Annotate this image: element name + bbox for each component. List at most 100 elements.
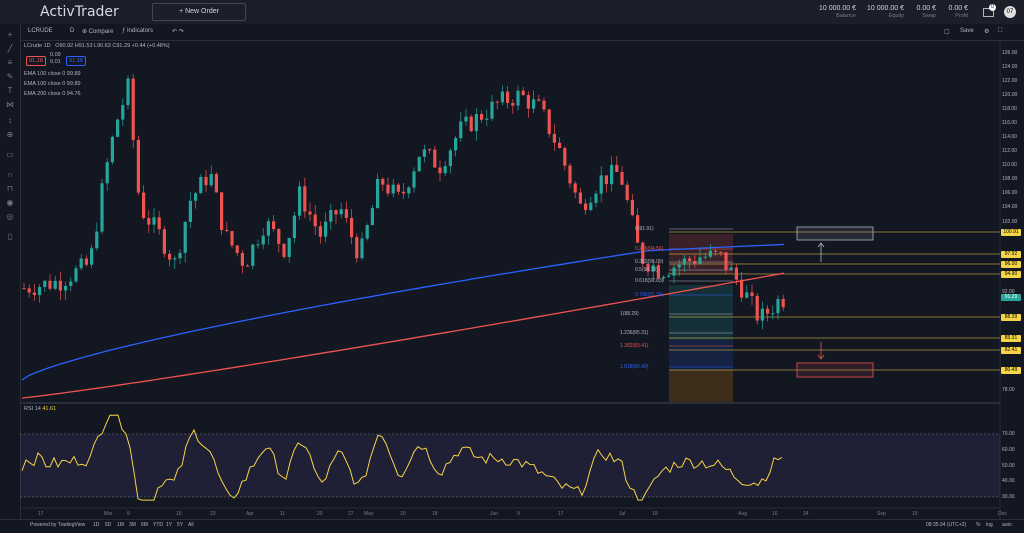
fib-label: 0.236(94.56): [635, 246, 664, 252]
candle-body: [162, 229, 166, 254]
arrow-up-head: [817, 242, 825, 248]
x-tick-label: 20: [317, 511, 323, 517]
interval-select[interactable]: D: [70, 28, 75, 34]
rsi-tick-label: 50.00: [1002, 463, 1015, 469]
fib-label: 0.618(92.83): [635, 278, 664, 284]
rsi-tick-label: 70.00: [1002, 431, 1015, 437]
layout-icon[interactable]: ▢: [944, 29, 950, 35]
x-tick-label: Mar: [104, 511, 113, 517]
scale-auto[interactable]: auto: [1002, 522, 1012, 528]
settings-icon[interactable]: ⚙: [984, 29, 990, 35]
ema200-legend: EMA 200 close 0 94.76: [24, 91, 81, 97]
x-tick-label: Jun: [490, 511, 499, 517]
y-tick-label: 108.00: [1002, 176, 1018, 183]
timeframe-button[interactable]: 1M: [117, 522, 124, 528]
crosshair-icon[interactable]: +: [7, 30, 13, 39]
candle-body: [230, 231, 234, 246]
lock-icon[interactable]: ⊓: [6, 184, 14, 193]
rsi-legend: RSI 14 41.61: [24, 406, 57, 412]
rsi-tick-label: 60.00: [1002, 447, 1015, 453]
rsi-tick-label: 30.00: [1002, 494, 1015, 500]
candle-body: [131, 78, 135, 140]
timeframe-button[interactable]: YTD: [153, 522, 163, 528]
timeframe-button[interactable]: 5Y: [177, 522, 184, 528]
pattern-icon[interactable]: ⋈: [6, 100, 14, 109]
scale-log[interactable]: log: [986, 522, 993, 528]
trash-icon[interactable]: ▯: [7, 232, 13, 241]
candle-body: [204, 176, 208, 186]
candle-body: [672, 267, 676, 276]
x-tick-label: Apr: [246, 511, 254, 517]
scale-percent[interactable]: %: [976, 522, 981, 528]
candle-body: [417, 156, 421, 172]
candle-body: [448, 150, 452, 167]
candle-body: [334, 210, 338, 215]
ask-price[interactable]: 91.38: [66, 56, 86, 66]
y-tick-label: 122.00: [1002, 78, 1018, 85]
candle-body: [474, 113, 478, 132]
fib-label: 1.236(85.31): [620, 330, 649, 336]
y-tick-label: 124.00: [1002, 64, 1018, 71]
bid-price[interactable]: 91.28: [26, 56, 46, 66]
x-tick-label: 24: [803, 511, 809, 517]
candle-body: [142, 192, 146, 219]
candle-body: [490, 101, 494, 119]
x-tick-label: Dec: [998, 511, 1007, 517]
mail-icon[interactable]: [983, 8, 994, 17]
candle-body: [266, 221, 270, 236]
candle-body: [646, 263, 650, 272]
price-tag: 96.00: [1001, 261, 1021, 268]
x-tick-label: 17: [38, 511, 44, 517]
new-order-button[interactable]: + New Order: [152, 3, 246, 21]
candle-body: [240, 252, 244, 266]
candle-body: [412, 171, 416, 188]
symbol-select[interactable]: LCRUDE: [28, 28, 53, 34]
target-box-up: [796, 226, 874, 241]
zoom-icon[interactable]: ⊕: [6, 130, 14, 139]
candle-body: [542, 100, 546, 110]
trendline-icon[interactable]: ╱: [7, 44, 13, 53]
visibility-icon[interactable]: ◎: [6, 212, 14, 221]
timeframe-button[interactable]: 1D: [93, 522, 100, 528]
candle-body: [734, 267, 738, 280]
compare-button[interactable]: ⊕ Compare: [82, 29, 114, 35]
y-tick-label: 116.00: [1002, 120, 1017, 127]
avatar[interactable]: 07: [1004, 6, 1016, 18]
fib-icon[interactable]: ≡: [7, 58, 13, 67]
timeframe-button[interactable]: 3M: [129, 522, 136, 528]
candle-body: [214, 174, 218, 193]
text-icon[interactable]: T: [7, 86, 13, 95]
eye-icon[interactable]: ◉: [6, 198, 14, 207]
candle-body: [74, 268, 78, 282]
undo-icon[interactable]: ↶ ↷: [172, 29, 184, 35]
fullscreen-icon[interactable]: ⛶: [998, 28, 1003, 34]
candle-body: [573, 183, 577, 193]
candle-body: [724, 252, 728, 270]
indicators-button[interactable]: ƒ Indicators: [122, 28, 154, 34]
timeframe-button[interactable]: 1Y: [166, 522, 173, 528]
brush-icon[interactable]: ✎: [6, 72, 14, 81]
ema100b-legend: EMA 100 close 0 99.89: [24, 81, 81, 87]
candle-body: [79, 258, 83, 269]
candle-body: [636, 215, 640, 243]
timeframe-button[interactable]: 5D: [105, 522, 112, 528]
save-button[interactable]: Save: [960, 28, 974, 34]
y-tick-label: 92.00: [1002, 288, 1015, 295]
candle-body: [630, 199, 634, 216]
candle-body: [500, 91, 504, 103]
candle-body: [157, 217, 161, 230]
fib-label: 1(88.29): [620, 311, 639, 317]
candle-body: [604, 175, 608, 185]
ruler-icon[interactable]: ▭: [6, 150, 14, 159]
magnet-icon[interactable]: ∩: [7, 170, 13, 179]
candle-body: [355, 237, 359, 259]
timeframe-button[interactable]: All: [188, 522, 194, 528]
y-tick-label: 106.00: [1002, 190, 1018, 197]
timeframe-button[interactable]: 6M: [141, 522, 148, 528]
measure-icon[interactable]: ↕: [8, 116, 12, 125]
candle-body: [402, 191, 406, 194]
candle-body: [698, 257, 702, 264]
candle-body: [443, 166, 447, 174]
candle-body: [116, 119, 120, 137]
